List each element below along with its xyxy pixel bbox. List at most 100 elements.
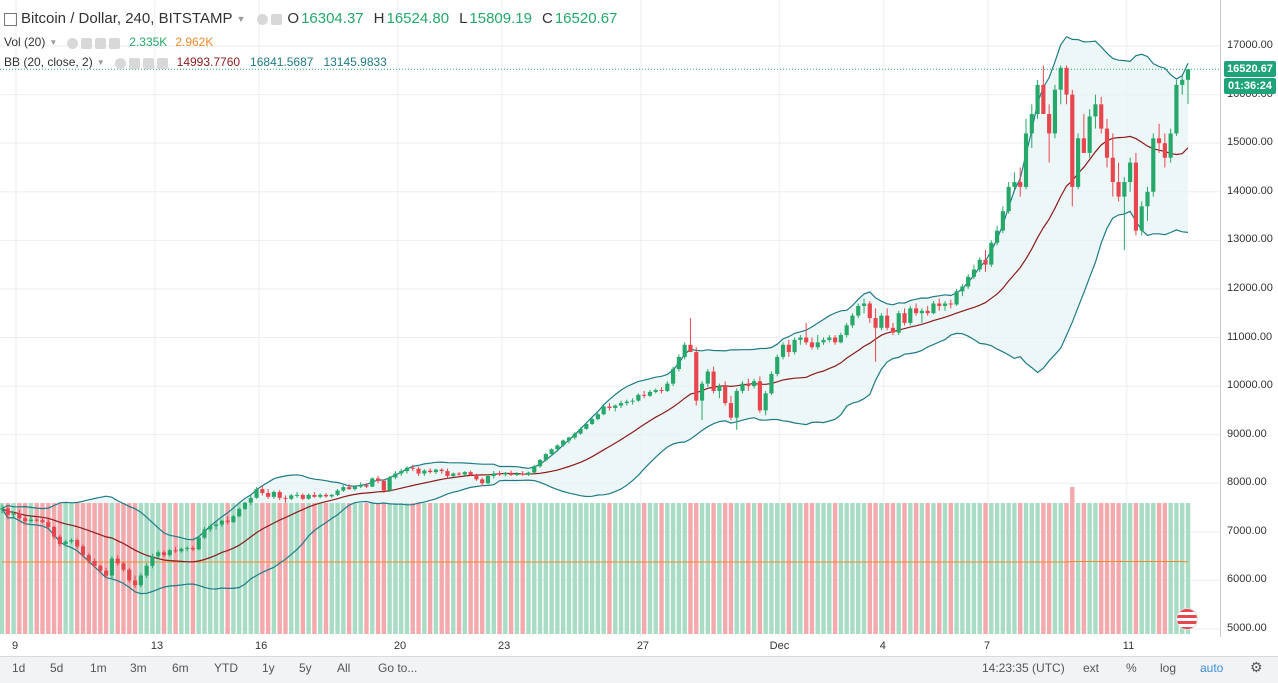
candle[interactable] [11, 511, 16, 518]
candle[interactable] [381, 479, 386, 493]
candle[interactable] [1128, 157, 1133, 192]
candle[interactable] [115, 555, 120, 566]
candle[interactable] [387, 475, 392, 492]
candle[interactable] [485, 474, 491, 485]
candle[interactable] [219, 519, 224, 527]
auto-button[interactable]: auto [1200, 661, 1224, 675]
candle[interactable] [752, 378, 757, 389]
candle[interactable] [618, 400, 624, 408]
candle[interactable] [190, 545, 195, 552]
candle[interactable] [653, 388, 658, 394]
gear-icon[interactable]: ⚙ [1250, 659, 1263, 675]
candle[interactable] [914, 303, 919, 316]
candle[interactable] [34, 518, 39, 523]
candle[interactable] [491, 471, 496, 479]
more-icon[interactable] [95, 37, 107, 49]
candle[interactable] [937, 298, 942, 311]
candle[interactable] [1099, 97, 1104, 134]
eye-icon[interactable] [114, 57, 126, 69]
candle[interactable] [827, 335, 832, 343]
candle[interactable] [1174, 80, 1179, 136]
candle[interactable] [364, 483, 369, 489]
candle[interactable] [179, 547, 184, 553]
candle[interactable] [838, 332, 843, 344]
candle[interactable] [503, 472, 508, 477]
timeframe-button-1d[interactable]: 1d [12, 661, 26, 675]
candle[interactable] [69, 538, 74, 544]
candle[interactable] [711, 366, 716, 394]
more-icon[interactable] [142, 57, 154, 69]
time-axis[interactable]: 9 13 16 20 23 27 Dec 4 7 11 [0, 637, 1220, 657]
candle[interactable] [561, 439, 566, 447]
candle[interactable] [809, 337, 815, 350]
timeframe-button-3m[interactable]: 3m [130, 661, 147, 675]
candle[interactable] [804, 322, 809, 345]
candle[interactable] [995, 225, 1000, 246]
candle[interactable] [896, 310, 901, 336]
candle[interactable] [798, 335, 803, 345]
candle[interactable] [728, 395, 734, 421]
candle[interactable] [289, 493, 294, 501]
candle[interactable] [144, 563, 149, 578]
timeframe-button-1m[interactable]: 1m [90, 661, 107, 675]
candle[interactable] [543, 453, 548, 462]
candle[interactable] [462, 471, 467, 476]
candle[interactable] [971, 264, 977, 280]
candle[interactable] [150, 553, 155, 569]
candle[interactable] [630, 398, 635, 405]
candle[interactable] [948, 299, 953, 309]
candle[interactable] [51, 526, 57, 540]
candle[interactable] [294, 491, 300, 498]
candle[interactable] [850, 313, 855, 328]
candle[interactable] [1006, 182, 1011, 214]
candle[interactable] [40, 517, 45, 524]
candle[interactable] [1087, 109, 1092, 158]
candle[interactable] [1070, 89, 1075, 207]
candle[interactable] [393, 471, 398, 480]
candle[interactable] [665, 381, 670, 392]
candle[interactable] [300, 493, 305, 501]
candle[interactable] [590, 417, 595, 425]
candle[interactable] [1064, 65, 1069, 105]
candle[interactable] [196, 536, 201, 551]
candle[interactable] [977, 257, 982, 272]
candle[interactable] [231, 514, 236, 524]
candle[interactable] [410, 464, 415, 472]
chevron-down-icon[interactable]: ▼ [96, 57, 105, 67]
candle[interactable] [584, 422, 589, 430]
candle[interactable] [954, 288, 959, 306]
candle[interactable] [358, 482, 363, 489]
candle[interactable] [23, 515, 28, 525]
timeframe-button-5y[interactable]: 5y [299, 661, 312, 675]
candle[interactable] [202, 526, 207, 540]
candle[interactable] [578, 427, 583, 435]
candle[interactable] [775, 354, 780, 377]
candle[interactable] [676, 354, 681, 372]
candle[interactable] [873, 308, 878, 362]
candle[interactable] [248, 495, 253, 506]
candle[interactable] [329, 493, 334, 498]
candle[interactable] [734, 388, 739, 430]
candle[interactable] [1029, 104, 1034, 149]
candle[interactable] [237, 507, 242, 518]
candle[interactable] [404, 466, 410, 474]
candle[interactable] [132, 575, 138, 588]
candle[interactable] [497, 471, 502, 476]
candle[interactable] [370, 477, 375, 488]
candle[interactable] [966, 274, 971, 289]
candle[interactable] [104, 567, 109, 578]
candle[interactable] [763, 390, 768, 416]
candle[interactable] [456, 472, 462, 476]
candle[interactable] [769, 371, 774, 395]
candle[interactable] [1023, 118, 1029, 190]
candle[interactable] [86, 553, 91, 564]
candle[interactable] [1185, 69, 1191, 104]
candle[interactable] [572, 432, 577, 440]
candle[interactable] [428, 468, 433, 474]
candle[interactable] [856, 303, 861, 319]
candle[interactable] [341, 485, 346, 492]
candle[interactable] [647, 389, 653, 397]
candle[interactable] [318, 493, 323, 499]
candle[interactable] [173, 546, 178, 554]
candle[interactable] [520, 471, 525, 476]
